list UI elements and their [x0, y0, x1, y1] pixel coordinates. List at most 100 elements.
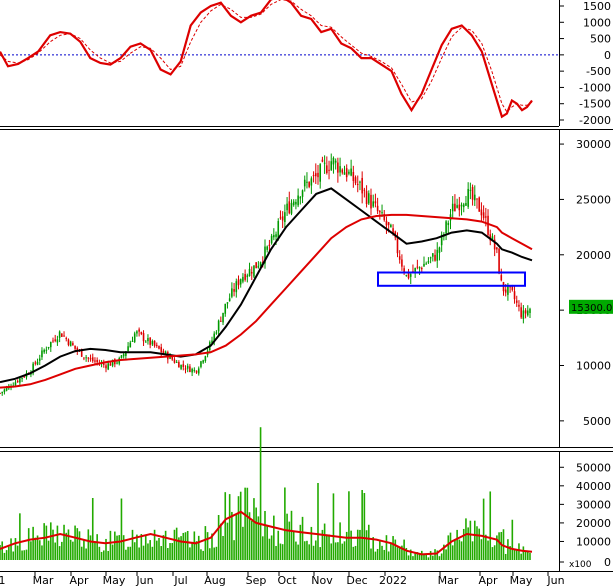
candle-down [153, 340, 156, 346]
candle-down [337, 162, 339, 173]
candle-up [107, 363, 110, 370]
volume-bar [310, 526, 313, 560]
x-tick-label: Dec [346, 574, 367, 587]
candle-down [352, 172, 355, 181]
volume-bar [432, 555, 434, 560]
volume-bar [255, 507, 257, 560]
volume-bar [131, 529, 134, 560]
panel-frames [0, 0, 613, 572]
candle-down [74, 345, 76, 349]
volume-bar [493, 545, 496, 560]
volume-bar [460, 541, 463, 560]
volume-bar [125, 549, 127, 560]
volume-bar [208, 548, 211, 560]
candle-up [301, 190, 304, 197]
volume-bar [224, 492, 227, 560]
x-tick-label: Apr [478, 574, 498, 587]
volume-bar [89, 535, 92, 560]
volume-bar [175, 527, 178, 560]
volume-bar [383, 549, 386, 560]
volume-bar [27, 528, 30, 560]
volume-bar [337, 542, 339, 560]
volume-bar [502, 529, 505, 560]
volume-bar [38, 540, 41, 560]
candle-up [213, 333, 216, 341]
volume-bar [257, 516, 260, 560]
candle-down [142, 333, 145, 342]
volume-bar [5, 550, 8, 560]
candle-down [173, 359, 176, 363]
volume-bar [345, 531, 348, 560]
candle-down [482, 212, 485, 219]
candle-up [418, 267, 421, 269]
candle-up [348, 171, 350, 174]
volume-bar [98, 546, 101, 560]
volume-bar [398, 547, 401, 560]
candle-up [350, 168, 352, 176]
volume-bar [136, 534, 138, 560]
candle-up [409, 274, 412, 277]
candle-up [359, 181, 361, 183]
volume-bar [445, 549, 447, 560]
volume-bar [226, 522, 229, 560]
volume-bar [191, 542, 193, 560]
candle-up [1, 391, 4, 394]
volume-bar [23, 550, 26, 560]
volume-bar [204, 526, 207, 560]
x-tick-label: 2022 [379, 574, 407, 587]
volume-bar [361, 489, 363, 560]
volume-bar [127, 546, 129, 560]
volume-bar [425, 553, 428, 560]
volume-bar [56, 525, 59, 560]
candle-down [288, 201, 291, 214]
volume-bar [248, 512, 251, 560]
candle-down [387, 222, 390, 226]
candle-up [21, 377, 23, 379]
candle-up [332, 157, 335, 165]
candle-up [306, 181, 308, 183]
volume-bar [87, 529, 90, 560]
candle-down [308, 181, 310, 187]
volume-bar [529, 552, 531, 560]
volume-bar [496, 535, 498, 560]
volume-bar [458, 539, 461, 560]
volume-bar [69, 539, 72, 560]
candle-down [476, 198, 478, 200]
volume-bar [164, 530, 167, 560]
candle-up [273, 235, 275, 238]
osc-tick-label: 0 [604, 49, 611, 62]
volume-bar [390, 543, 392, 560]
volume-bar [352, 546, 355, 560]
candle-up [36, 361, 39, 365]
candle-up [45, 349, 48, 351]
candle-up [275, 234, 277, 237]
candle-down [195, 370, 198, 373]
volume-bar [507, 539, 509, 560]
candle-up [270, 235, 273, 244]
volume-bar [45, 525, 48, 560]
volume-bar [405, 547, 408, 560]
volume-bar [524, 551, 527, 560]
candle-down [255, 262, 257, 269]
candle-up [38, 358, 41, 361]
volume-bar [233, 540, 235, 560]
volume-bar [489, 491, 492, 560]
candle-up [239, 279, 242, 285]
volume-bar [303, 541, 306, 560]
candle-down [383, 214, 386, 221]
candle-down [354, 177, 357, 184]
volume-bar [359, 529, 361, 560]
candle-down [513, 291, 516, 300]
candle-up [253, 265, 255, 277]
volume-bar [231, 511, 233, 560]
candle-up [367, 193, 370, 204]
volume-bar [268, 538, 271, 560]
volume-bar [348, 491, 350, 560]
volume-bar [414, 553, 416, 560]
candle-up [228, 298, 231, 302]
candle-up [211, 340, 213, 344]
volume-bar [392, 536, 394, 560]
volume-bar [215, 546, 218, 560]
volume-tick-label: 50000 [576, 461, 611, 474]
volume-ma-line [0, 510, 533, 556]
